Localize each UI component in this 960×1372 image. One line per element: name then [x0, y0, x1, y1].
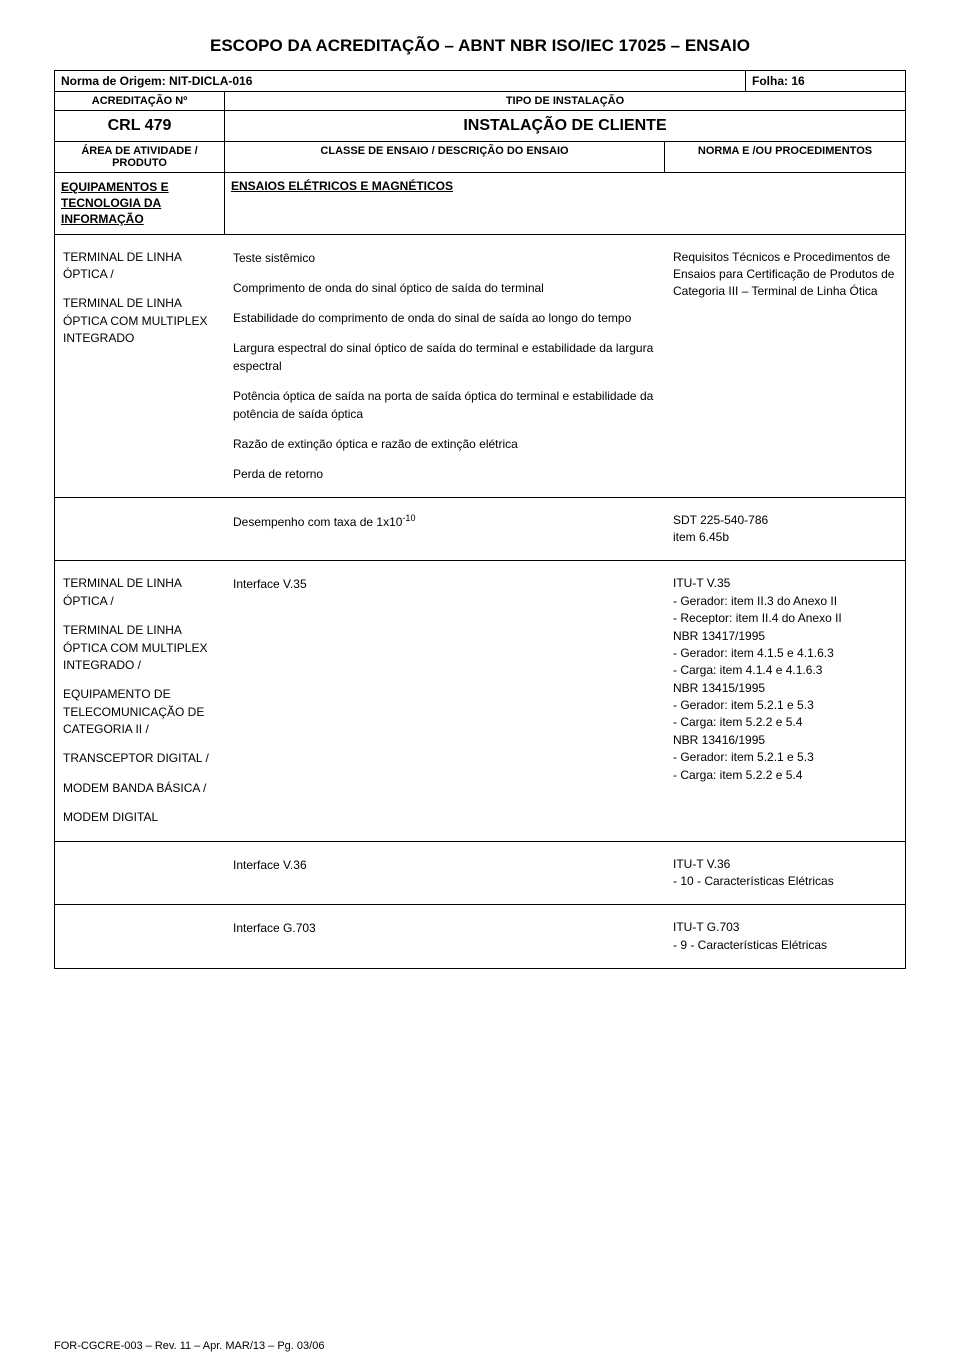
seg5-c3-l2: - 9 - Características Elétricas — [673, 937, 897, 954]
crl-number: CRL 479 — [55, 111, 225, 141]
tipo-label: TIPO DE INSTALAÇÃO — [225, 92, 905, 110]
row-crl: CRL 479 INSTALAÇÃO DE CLIENTE — [54, 111, 906, 142]
seg4-c2: Interface V.36 — [233, 856, 657, 874]
seg3-c3-l3: - Receptor: item II.4 do Anexo II — [673, 610, 897, 627]
origin-value: NIT-DICLA-016 — [169, 74, 252, 88]
seg1-c2-p6: Razão de extinção óptica e razão de exti… — [233, 435, 657, 453]
equip-line2: TECNOLOGIA DA — [61, 196, 161, 210]
seg2-c3-l2: item 6.45b — [673, 529, 897, 546]
segment-3: TERMINAL DE LINHA ÓPTICA / TERMINAL DE L… — [55, 561, 905, 841]
seg3-c1-p1: TERMINAL DE LINHA ÓPTICA / — [63, 575, 217, 610]
row-origin: Norma de Origem: NIT-DICLA-016 Folha: 16 — [54, 70, 906, 92]
segment-1: TERMINAL DE LINHA ÓPTICA / TERMINAL DE L… — [55, 235, 905, 498]
seg1-c2-p7: Perda de retorno — [233, 465, 657, 483]
seg3-c3-l2: - Gerador: item II.3 do Anexo II — [673, 593, 897, 610]
seg3-c3-l1: ITU-T V.35 — [673, 575, 897, 592]
page-title: ESCOPO DA ACREDITAÇÃO – ABNT NBR ISO/IEC… — [54, 36, 906, 56]
col1-header: ÁREA DE ATIVIDADE / PRODUTO — [55, 142, 225, 172]
seg3-c3-l7: NBR 13415/1995 — [673, 680, 897, 697]
origin-label: Norma de Origem: — [61, 74, 166, 88]
install-client: INSTALAÇÃO DE CLIENTE — [225, 111, 905, 141]
seg5-c3-l1: ITU-T G.703 — [673, 919, 897, 936]
seg1-c1-p1: TERMINAL DE LINHA ÓPTICA / — [63, 249, 217, 284]
row-head-labels: ACREDITAÇÃO Nº TIPO DE INSTALAÇÃO — [54, 92, 906, 111]
seg1-c2-p4: Largura espectral do sinal óptico de saí… — [233, 339, 657, 375]
seg1-c3: Requisitos Técnicos e Procedimentos de E… — [673, 249, 897, 301]
seg1-c2-p5: Potência óptica de saída na porta de saí… — [233, 387, 657, 423]
seg4-c3-l1: ITU-T V.36 — [673, 856, 897, 873]
seg3-c3-l5: - Gerador: item 4.1.5 e 4.1.6.3 — [673, 645, 897, 662]
seg3-c1-p2: TERMINAL DE LINHA ÓPTICA COM MULTIPLEX I… — [63, 622, 217, 674]
seg3-c3-l10: NBR 13416/1995 — [673, 732, 897, 749]
equip-line3: INFORMAÇÃO — [61, 212, 144, 226]
seg2-c2-sup: -10 — [402, 513, 415, 523]
seg3-c3-l4: NBR 13417/1995 — [673, 628, 897, 645]
seg2-c3-l1: SDT 225-540-786 — [673, 512, 897, 529]
folha-label: Folha: — [752, 74, 788, 88]
seg1-c2-p2: Comprimento de onda do sinal óptico de s… — [233, 279, 657, 297]
content-table: TERMINAL DE LINHA ÓPTICA / TERMINAL DE L… — [54, 235, 906, 970]
segment-4: Interface V.36 ITU-T V.36 - 10 - Caracte… — [55, 842, 905, 906]
col2-header: CLASSE DE ENSAIO / DESCRIÇÃO DO ENSAIO — [225, 142, 665, 172]
footer-text: FOR-CGCRE-003 – Rev. 11 – Apr. MAR/13 – … — [54, 1340, 324, 1352]
seg5-c2: Interface G.703 — [233, 919, 657, 937]
seg1-c2-p3: Estabilidade do comprimento de onda do s… — [233, 309, 657, 327]
seg3-c1-p3: EQUIPAMENTO DE TELECOMUNICAÇÃO DE CATEGO… — [63, 686, 217, 738]
seg3-c1-p6: MODEM DIGITAL — [63, 809, 217, 826]
row-col-headers: ÁREA DE ATIVIDADE / PRODUTO CLASSE DE EN… — [54, 142, 906, 173]
seg2-c2-pre: Desempenho com taxa de 1x10 — [233, 515, 402, 529]
acred-label: ACREDITAÇÃO Nº — [55, 92, 225, 110]
seg3-c3-l12: - Carga: item 5.2.2 e 5.4 — [673, 767, 897, 784]
row-equip: EQUIPAMENTOS E TECNOLOGIA DA INFORMAÇÃO … — [54, 173, 906, 235]
seg4-c3-l2: - 10 - Características Elétricas — [673, 873, 897, 890]
seg3-c2: Interface V.35 — [233, 575, 657, 593]
seg3-c3-l11: - Gerador: item 5.2.1 e 5.3 — [673, 749, 897, 766]
segment-5: Interface G.703 ITU-T G.703 - 9 - Caract… — [55, 905, 905, 968]
seg3-c1-p4: TRANSCEPTOR DIGITAL / — [63, 750, 217, 767]
seg3-c3-l6: - Carga: item 4.1.4 e 4.1.6.3 — [673, 662, 897, 679]
ensaios-label: ENSAIOS ELÉTRICOS E MAGNÉTICOS — [225, 173, 905, 234]
seg3-c3-l8: - Gerador: item 5.2.1 e 5.3 — [673, 697, 897, 714]
seg3-c3-l9: - Carga: item 5.2.2 e 5.4 — [673, 714, 897, 731]
seg1-c1-p2: TERMINAL DE LINHA ÓPTICA COM MULTIPLEX I… — [63, 295, 217, 347]
col3-header: NORMA E /OU PROCEDIMENTOS — [665, 142, 905, 172]
seg3-c1-p5: MODEM BANDA BÁSICA / — [63, 780, 217, 797]
seg1-c2-p1: Teste sistêmico — [233, 249, 657, 267]
segment-2: Desempenho com taxa de 1x10-10 SDT 225-5… — [55, 498, 905, 562]
equip-line1: EQUIPAMENTOS E — [61, 180, 169, 194]
folha-value: 16 — [791, 74, 804, 88]
